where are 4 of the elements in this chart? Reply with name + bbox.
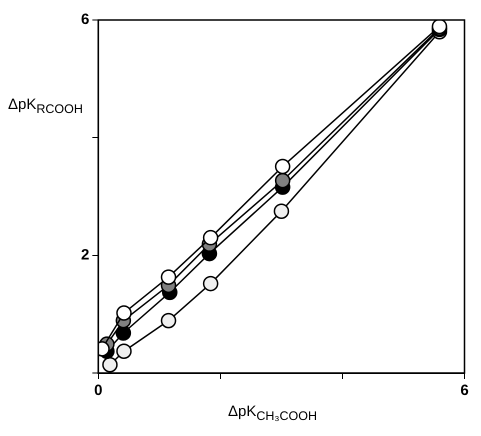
- x-tick-label: 0: [94, 382, 103, 400]
- y-axis-title: ΔpK$_{RCOOH}$: [8, 96, 83, 116]
- y-tick-label: 2: [81, 246, 90, 264]
- x-axis-title: ΔpK$_{CH₃COOH}$: [228, 403, 318, 423]
